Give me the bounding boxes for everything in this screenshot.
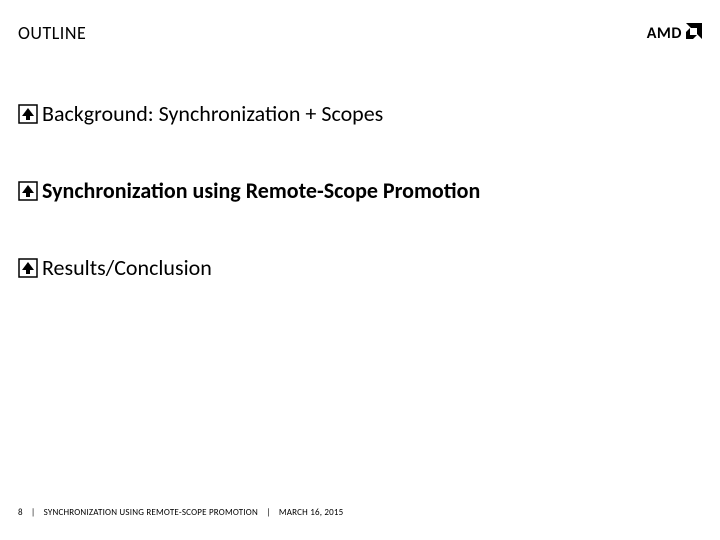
list-item-text: Results/Conclusion — [42, 254, 212, 281]
amd-logo: AMD — [647, 23, 702, 44]
outline-list: Background: Synchronization + Scopes Syn… — [18, 100, 702, 331]
list-item: Results/Conclusion — [18, 254, 702, 281]
footer-separator: | — [31, 507, 35, 518]
slide-title: OUTLINE — [18, 22, 86, 44]
slide-footer: 8 | SYNCHRONIZATION USING REMOTE-SCOPE P… — [18, 507, 343, 518]
list-item: Synchronization using Remote-Scope Promo… — [18, 177, 702, 204]
slide-header: OUTLINE AMD — [18, 22, 702, 44]
list-item: Background: Synchronization + Scopes — [18, 100, 702, 127]
up-arrow-square-icon — [18, 258, 38, 278]
up-arrow-square-icon — [18, 181, 38, 201]
footer-page-number: 8 — [18, 507, 23, 518]
list-item-text: Background: Synchronization + Scopes — [42, 100, 383, 127]
slide: OUTLINE AMD Background: Synchronization … — [0, 0, 720, 540]
list-item-text: Synchronization using Remote-Scope Promo… — [42, 177, 480, 204]
up-arrow-square-icon — [18, 104, 38, 124]
amd-logo-text: AMD — [647, 24, 682, 43]
footer-deck-title: SYNCHRONIZATION USING REMOTE-SCOPE PROMO… — [44, 507, 258, 518]
footer-date: MARCH 16, 2015 — [279, 507, 344, 518]
amd-arrow-icon — [686, 23, 702, 44]
footer-separator: | — [266, 507, 270, 518]
